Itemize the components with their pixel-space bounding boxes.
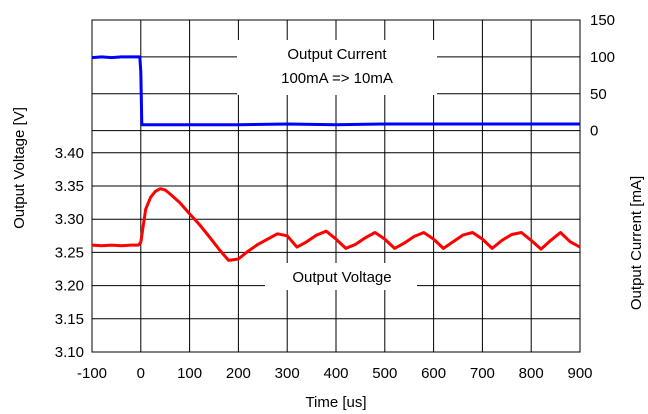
x-tick-label: 500 [372,365,397,382]
left-y-tick-label: 3.10 [55,344,84,361]
x-tick-label: 600 [421,365,446,382]
x-tick-label: 100 [177,365,202,382]
output-voltage-series-line [91,187,581,262]
current-annotation-line-1: Output Current [287,46,387,63]
output-current-series-line [91,55,580,127]
plot-area-frame [91,19,581,353]
x-tick-label: 300 [275,365,300,382]
x-tick-label: 800 [519,365,544,382]
left-y-axis-ticks: 3.10 3.15 3.20 3.25 3.30 3.35 3.40 [55,145,84,361]
x-tick-label: 700 [470,365,495,382]
left-y-tick-label: 3.35 [55,178,84,195]
x-axis-ticks: -100 0 100 200 300 400 500 600 700 800 900 [77,365,593,382]
x-tick-label: 900 [567,365,592,382]
x-tick-label: 200 [226,365,251,382]
voltage-annotation-box [265,263,417,290]
left-y-tick-label: 3.40 [55,145,84,162]
left-y-tick-label: 3.15 [55,311,84,328]
left-y-axis-title: Output Voltage [V] [11,107,28,229]
right-y-tick-label: 50 [590,86,607,103]
right-y-axis-title: Output Current [mA] [628,176,645,310]
series-layer [91,55,581,262]
right-y-tick-label: 100 [590,49,615,66]
right-y-axis-ticks: 0 50 100 150 [590,12,615,140]
left-y-tick-label: 3.30 [55,211,84,228]
left-y-tick-label: 3.20 [55,278,84,295]
x-tick-label: -100 [77,365,107,382]
x-tick-label: 0 [137,365,145,382]
right-y-tick-label: 0 [590,123,598,140]
current-annotation-box [237,40,437,95]
current-annotation-line-2: 100mA => 10mA [281,70,393,87]
x-axis-title: Time [us] [305,394,366,411]
x-tick-label: 400 [323,365,348,382]
voltage-annotation-label: Output Voltage [292,269,391,286]
left-y-tick-label: 3.25 [55,244,84,261]
right-y-tick-label: 150 [590,12,615,29]
